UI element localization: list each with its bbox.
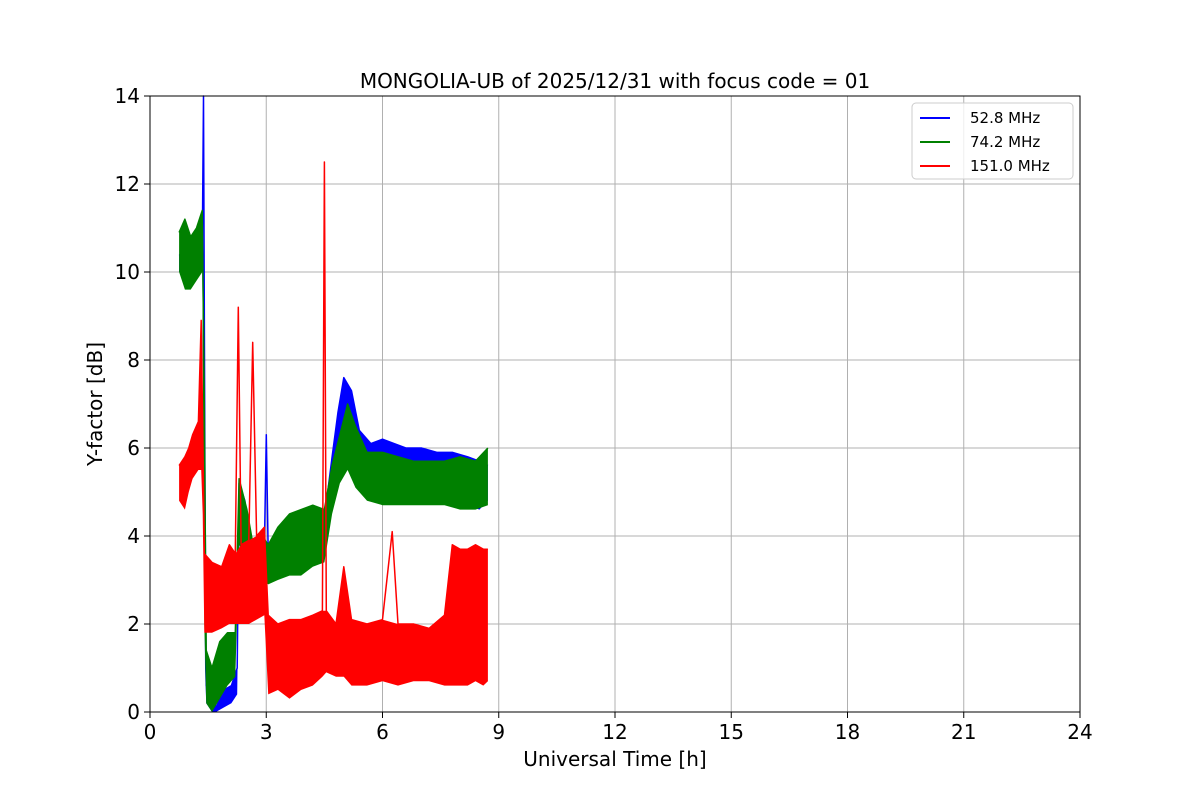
y-tick-label: 2: [127, 612, 140, 636]
x-tick-label: 18: [835, 720, 860, 744]
legend-label: 151.0 MHz: [970, 157, 1050, 175]
y-tick-label: 4: [127, 524, 140, 548]
y-tick-label: 6: [127, 436, 140, 460]
series-2: [178, 161, 488, 699]
x-tick-label: 0: [144, 720, 157, 744]
y-tick-label: 12: [115, 172, 140, 196]
x-tick-label: 9: [492, 720, 505, 744]
x-tick-label: 15: [719, 720, 744, 744]
y-tick-label: 0: [127, 700, 140, 724]
x-tick-label: 3: [260, 720, 273, 744]
legend: 52.8 MHz 74.2 MHz 151.0 MHz: [911, 102, 1074, 180]
x-tick-label: 6: [376, 720, 389, 744]
x-tick-label: 24: [1067, 720, 1092, 744]
legend-box: [911, 102, 1074, 180]
x-tick-label: 21: [951, 720, 976, 744]
series-group: [178, 95, 489, 712]
legend-label: 52.8 MHz: [970, 109, 1040, 127]
chart-title: MONGOLIA-UB of 2025/12/31 with focus cod…: [360, 69, 870, 93]
y-axis-label: Y-factor [dB]: [83, 342, 107, 467]
x-axis-label: Universal Time [h]: [523, 747, 706, 771]
y-tick-label: 14: [115, 84, 140, 108]
legend-label: 74.2 MHz: [970, 133, 1040, 151]
series-line: [178, 209, 489, 669]
series-line: [178, 161, 488, 630]
series-band: [179, 320, 488, 699]
y-tick-label: 10: [115, 260, 140, 284]
y-tick-label: 8: [127, 348, 140, 372]
x-tick-label: 12: [602, 720, 627, 744]
